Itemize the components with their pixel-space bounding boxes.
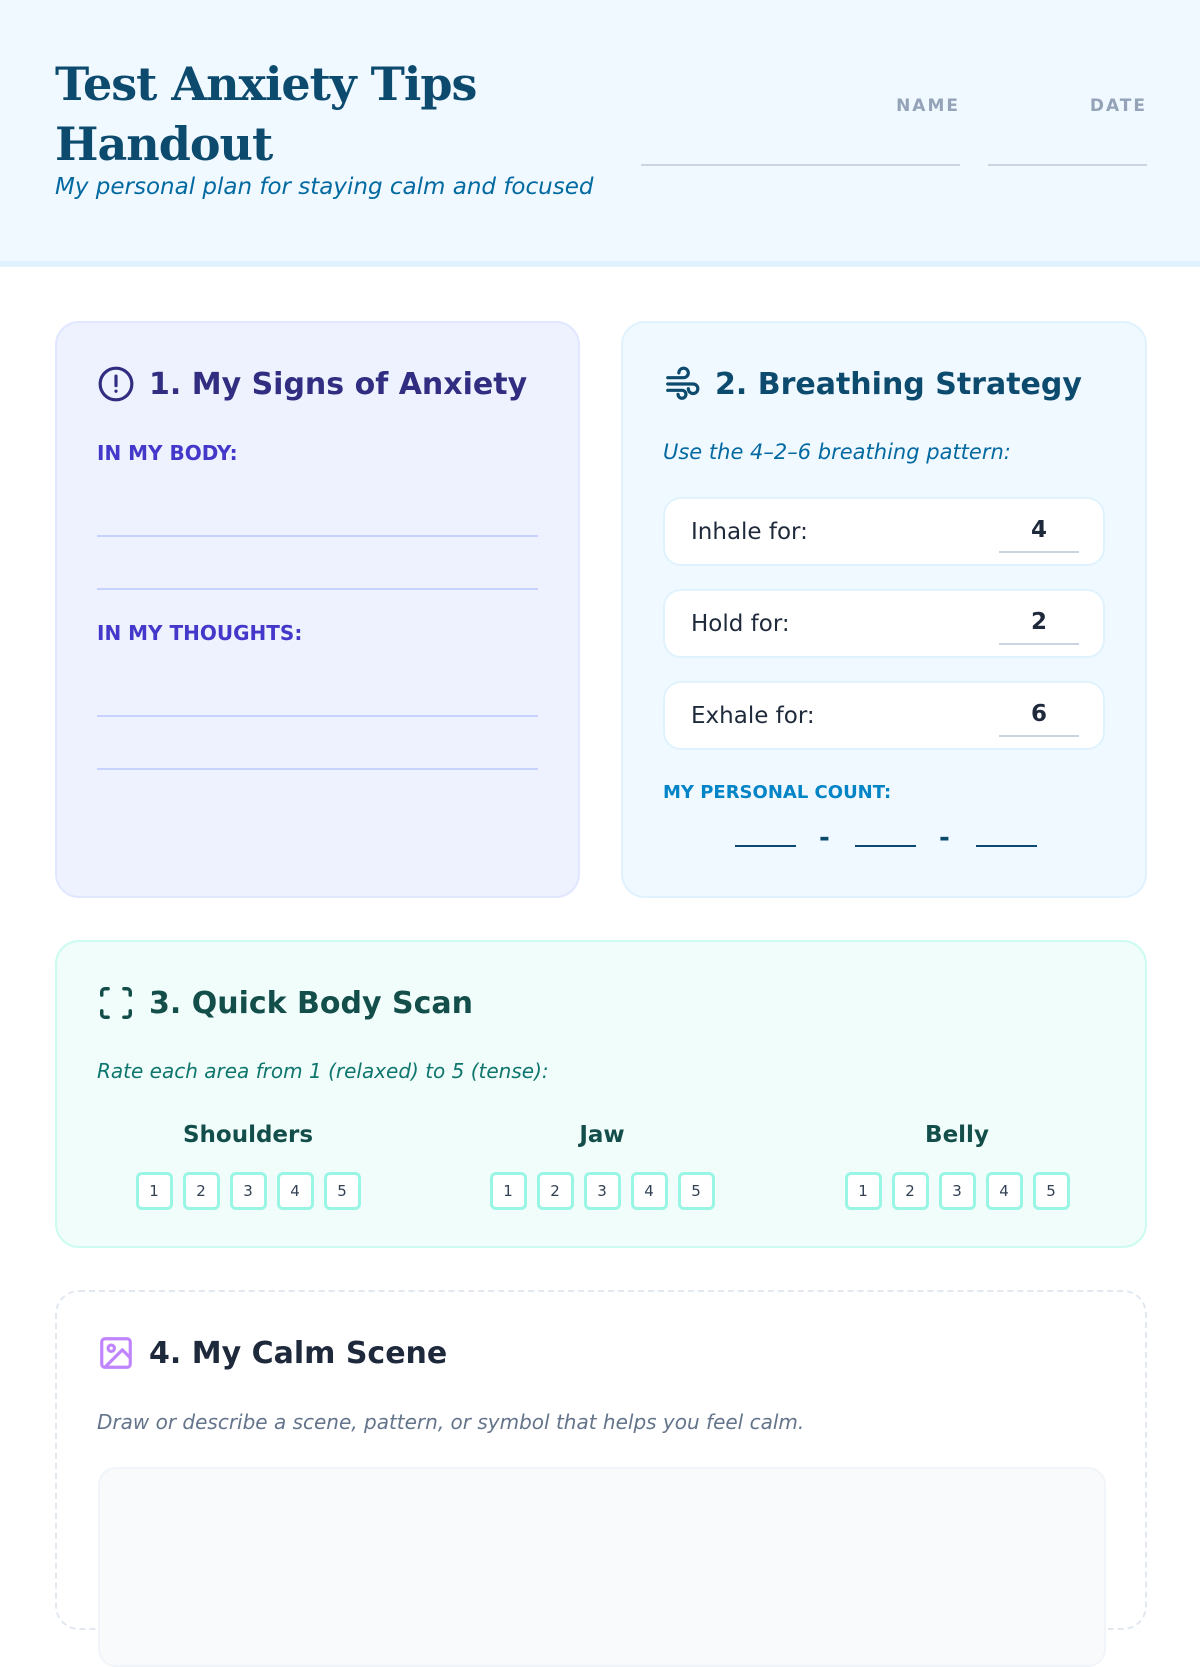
scan-area-belly: Belly 1 2 3 4 5 [787, 1122, 1127, 1210]
thoughts-line-1[interactable] [97, 715, 538, 717]
wind-icon [666, 366, 700, 400]
name-label: NAME [896, 96, 960, 116]
rating-box[interactable]: 3 [938, 1172, 976, 1210]
inhale-label: Inhale for: [691, 519, 808, 545]
rating-box[interactable]: 4 [985, 1172, 1023, 1210]
hold-row: Hold for: 2 [663, 589, 1105, 658]
exhale-value[interactable]: 6 [999, 693, 1079, 737]
body-scan-card: 3. Quick Body Scan Rate each area from 1… [55, 940, 1147, 1248]
rating-box[interactable]: 1 [489, 1172, 527, 1210]
rating-box[interactable]: 3 [229, 1172, 267, 1210]
breathing-title: 2. Breathing Strategy [663, 365, 1082, 403]
hold-label: Hold for: [691, 611, 790, 637]
rating-box[interactable]: 5 [1032, 1172, 1070, 1210]
scan-area-label: Belly [925, 1122, 989, 1148]
rating-box[interactable]: 2 [536, 1172, 574, 1210]
count-blank-3[interactable] [976, 845, 1037, 847]
signs-card: 1. My Signs of Anxiety IN MY BODY: IN MY… [55, 321, 580, 898]
drawing-area[interactable] [98, 1467, 1106, 1667]
rating-box[interactable]: 2 [182, 1172, 220, 1210]
scan-area-label: Shoulders [182, 1122, 314, 1148]
rating-box[interactable]: 3 [583, 1172, 621, 1210]
rating-box[interactable]: 5 [677, 1172, 715, 1210]
exhale-row: Exhale for: 6 [663, 681, 1105, 750]
count-blank-1[interactable] [735, 845, 796, 847]
calm-scene-title-text: 4. My Calm Scene [149, 1335, 448, 1371]
rating-box[interactable]: 2 [891, 1172, 929, 1210]
breathing-title-text: 2. Breathing Strategy [715, 366, 1082, 402]
body-line-2[interactable] [97, 588, 538, 590]
scan-area-jaw: Jaw 1 2 3 4 5 [432, 1122, 772, 1210]
rating-box[interactable]: 5 [323, 1172, 361, 1210]
scan-area-shoulders: Shoulders 1 2 3 4 5 [78, 1122, 418, 1210]
alert-circle-icon [98, 366, 134, 402]
breathing-subtitle: Use the 4–2–6 breathing pattern: [663, 440, 1011, 464]
breathing-card: 2. Breathing Strategy Use the 4–2–6 brea… [621, 321, 1147, 898]
date-label: DATE [1089, 96, 1147, 116]
body-scan-title-text: 3. Quick Body Scan [149, 985, 473, 1021]
personal-count-label: MY PERSONAL COUNT: [663, 782, 892, 803]
hold-value[interactable]: 2 [999, 601, 1079, 645]
body-line-1[interactable] [97, 535, 538, 537]
signs-title: 1. My Signs of Anxiety [97, 365, 527, 403]
rating-box[interactable]: 1 [844, 1172, 882, 1210]
calm-scene-card: 4. My Calm Scene Draw or describe a scen… [55, 1290, 1147, 1667]
header: Test Anxiety Tips Handout My personal pl… [0, 0, 1200, 267]
inhale-value[interactable]: 4 [999, 509, 1079, 553]
calm-scene-title: 4. My Calm Scene [97, 1334, 447, 1372]
image-icon [100, 1337, 132, 1369]
exhale-label: Exhale for: [691, 703, 815, 729]
name-line [641, 164, 960, 166]
body-scan-title: 3. Quick Body Scan [97, 984, 473, 1022]
signs-title-text: 1. My Signs of Anxiety [149, 366, 528, 402]
body-scan-subtitle: Rate each area from 1 (relaxed) to 5 (te… [97, 1059, 549, 1083]
thoughts-line-2[interactable] [97, 768, 538, 770]
count-blank-2[interactable] [855, 845, 916, 847]
page-title: Test Anxiety Tips Handout [55, 57, 477, 171]
inhale-row: Inhale for: 4 [663, 497, 1105, 566]
page-subtitle: My personal plan for staying calm and fo… [55, 174, 594, 200]
rating-box[interactable]: 1 [135, 1172, 173, 1210]
count-separator: - [819, 823, 830, 853]
calm-scene-subtitle: Draw or describe a scene, pattern, or sy… [97, 1410, 805, 1434]
scan-icon [100, 987, 132, 1019]
date-line [988, 164, 1147, 166]
count-separator: - [939, 823, 950, 853]
scan-area-label: Jaw [579, 1122, 625, 1148]
body-label: IN MY BODY: [97, 441, 238, 465]
rating-box[interactable]: 4 [276, 1172, 314, 1210]
thoughts-label: IN MY THOUGHTS: [97, 621, 303, 645]
rating-box[interactable]: 4 [630, 1172, 668, 1210]
